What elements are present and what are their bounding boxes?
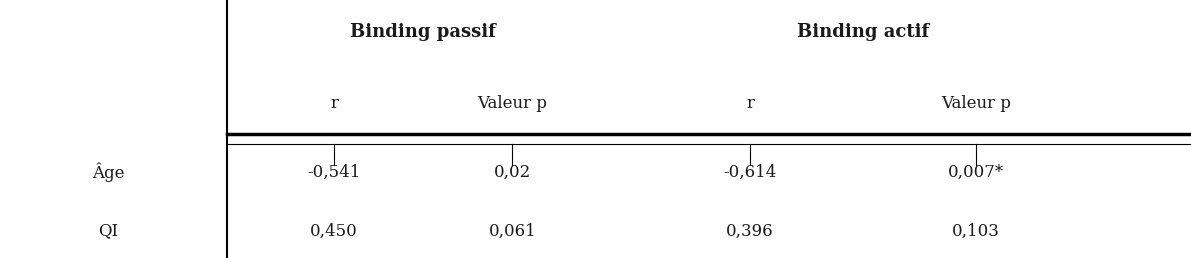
Text: Valeur p: Valeur p: [478, 95, 548, 112]
Text: 0,103: 0,103: [952, 223, 999, 240]
Text: -0,614: -0,614: [723, 164, 777, 181]
Text: Valeur p: Valeur p: [941, 95, 1011, 112]
Text: 0,396: 0,396: [727, 223, 774, 240]
Text: r: r: [746, 95, 754, 112]
Text: Binding actif: Binding actif: [797, 23, 929, 41]
Text: 0,061: 0,061: [488, 223, 536, 240]
Text: Binding passif: Binding passif: [350, 23, 497, 41]
Text: 0,450: 0,450: [310, 223, 358, 240]
Text: r: r: [330, 95, 338, 112]
Text: 0,02: 0,02: [494, 164, 531, 181]
Text: -0,541: -0,541: [307, 164, 361, 181]
Text: 0,007*: 0,007*: [948, 164, 1004, 181]
Text: Âge: Âge: [92, 163, 125, 182]
Text: QI: QI: [99, 223, 118, 240]
